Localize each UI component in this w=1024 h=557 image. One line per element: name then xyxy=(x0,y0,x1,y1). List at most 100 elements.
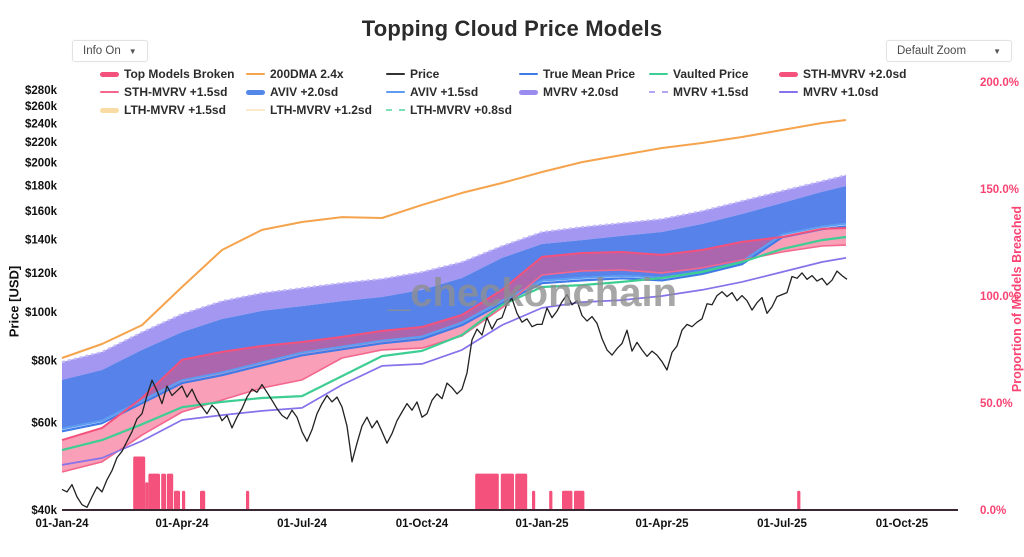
legend-item-mvrv-1-5sd[interactable]: MVRV +1.5sd xyxy=(649,85,779,99)
legend-swatch-icon xyxy=(519,89,538,95)
bar-top-models-broken xyxy=(145,482,149,510)
legend-swatch-icon xyxy=(246,72,265,76)
bar-top-models-broken xyxy=(532,490,536,510)
y-left-tick-label: $140k xyxy=(25,235,58,247)
legend-row: STH-MVRV +1.5sd AVIV +2.0sd AVIV +1.5sd MVR… xyxy=(100,83,919,101)
chevron-down-icon: ▼ xyxy=(993,46,1001,56)
y-left-tick-label: $200k xyxy=(25,158,58,170)
line-mvrv-1.0sd xyxy=(61,257,847,466)
legend-label: Price xyxy=(410,67,440,81)
line-mvrv-1.5sd xyxy=(61,174,847,363)
page-title: Topping Cloud Price Models xyxy=(361,16,663,41)
bar-top-models-broken xyxy=(549,490,553,510)
x-tick-label: 01-Jan-24 xyxy=(35,518,89,530)
watermark: _checkonchain xyxy=(388,271,678,315)
legend-item-sth-mvrv-2-0sd[interactable]: STH-MVRV +2.0sd xyxy=(779,67,919,81)
y-axis-title-left: Price [USD] xyxy=(6,265,22,338)
chevron-down-icon: ▼ xyxy=(128,46,137,56)
legend-item-mvrv-2-0sd[interactable]: MVRV +2.0sd xyxy=(519,85,649,99)
legend-label: LTH-MVRV +0.8sd xyxy=(410,103,512,117)
legend-swatch-icon xyxy=(779,71,798,77)
y-left-tick-label: $120k xyxy=(25,268,58,280)
legend-item-lth-mvrv-1-5sd[interactable]: LTH-MVRV +1.5sd xyxy=(100,103,246,117)
legend-item-mvrv-1-0sd[interactable]: MVRV +1.0sd xyxy=(779,85,919,99)
x-tick-label: 01-Oct-25 xyxy=(876,518,929,530)
legend-label: MVRV +1.0sd xyxy=(803,85,879,99)
band-aviv-2.0sd-band xyxy=(62,186,846,428)
legend-swatch-icon xyxy=(100,107,119,113)
legend-label: Vaulted Price xyxy=(673,67,749,81)
y-left-tick-label: $80k xyxy=(31,355,57,367)
bar-top-models-broken xyxy=(515,473,528,510)
legend-item-top-models-broken[interactable]: Top Models Broken xyxy=(100,67,246,81)
x-tick-label: 01-Jan-25 xyxy=(515,518,569,530)
legend-swatch-icon xyxy=(779,90,798,94)
bar-top-models-broken xyxy=(475,473,499,510)
line-true-mean-price xyxy=(61,225,847,433)
legend-item-lth-mvrv-1-2sd[interactable]: LTH-MVRV +1.2sd xyxy=(246,103,386,117)
bar-top-models-broken xyxy=(562,490,573,510)
legend-label: LTH-MVRV +1.2sd xyxy=(270,103,372,117)
info-toggle-button[interactable]: Info On ▼ xyxy=(72,40,148,62)
bar-top-models-broken xyxy=(500,473,514,510)
y-left-tick-label: $40k xyxy=(31,505,57,517)
x-tick-label: 01-Jul-24 xyxy=(277,518,327,530)
bar-top-models-broken xyxy=(161,473,166,510)
line-sth-mvrv-2.0sd xyxy=(61,227,847,442)
y-left-tick-label: $260k xyxy=(25,101,58,113)
y-right-tick-label: 100.0% xyxy=(980,291,1019,303)
bar-top-models-broken xyxy=(182,490,186,510)
bar-top-models-broken xyxy=(574,490,585,510)
legend-swatch-icon xyxy=(100,71,119,77)
band-mvrv-2.0sd-band xyxy=(62,175,846,380)
legend-label: STH-MVRV +2.0sd xyxy=(803,67,907,81)
legend-item-lth-mvrv-0-8sd[interactable]: LTH-MVRV +0.8sd xyxy=(386,103,519,117)
line-200dma-2.4x xyxy=(61,119,847,359)
chart-legend: Top Models Broken 200DMA 2.4x Price True Me… xyxy=(100,65,919,119)
line-price xyxy=(61,270,848,508)
legend-item-aviv-1-5sd[interactable]: AVIV +1.5sd xyxy=(386,85,519,99)
legend-swatch-icon xyxy=(246,89,265,95)
x-tick-label: 01-Jul-25 xyxy=(757,518,807,530)
y-right-tick-label: 50.0% xyxy=(980,398,1013,410)
legend-label: Top Models Broken xyxy=(124,67,235,81)
bar-top-models-broken xyxy=(797,490,801,510)
y-axis-title-right: Proportion of Models Breached xyxy=(1010,205,1024,393)
y-left-tick-label: $60k xyxy=(31,417,57,429)
legend-item-vaulted-price[interactable]: Vaulted Price xyxy=(649,67,779,81)
y-left-tick-label: $160k xyxy=(25,206,58,218)
legend-swatch-icon xyxy=(386,90,405,94)
legend-label: LTH-MVRV +1.5sd xyxy=(124,103,226,117)
legend-label: MVRV +2.0sd xyxy=(543,85,619,99)
y-left-tick-label: $220k xyxy=(25,137,58,149)
band-sth-mvrv-band xyxy=(62,228,846,472)
y-left-tick-label: $180k xyxy=(25,180,58,192)
zoom-preset-button[interactable]: Default Zoom ▼ xyxy=(886,40,1012,62)
bar-top-models-broken xyxy=(148,473,160,510)
bar-top-models-broken xyxy=(246,490,250,510)
info-toggle-label: Info On xyxy=(83,45,121,57)
bar-top-models-broken xyxy=(133,456,146,510)
legend-swatch-icon xyxy=(386,72,405,76)
x-tick-label: 01-Apr-25 xyxy=(635,518,689,530)
legend-item-price[interactable]: Price xyxy=(386,67,519,81)
y-left-tick-label: $100k xyxy=(25,307,58,319)
y-left-tick-label: $280k xyxy=(25,85,58,97)
legend-swatch-icon xyxy=(386,109,405,111)
x-tick-label: 01-Oct-24 xyxy=(396,518,449,530)
legend-item-200dma-2-4x[interactable]: 200DMA 2.4x xyxy=(246,67,386,81)
legend-swatch-icon xyxy=(100,90,119,94)
y-right-tick-label: 0.0% xyxy=(980,505,1006,517)
legend-label: True Mean Price xyxy=(543,67,636,81)
legend-label: AVIV +2.0sd xyxy=(270,85,339,99)
legend-item-aviv-2-0sd[interactable]: AVIV +2.0sd xyxy=(246,85,386,99)
legend-item-true-mean-price[interactable]: True Mean Price xyxy=(519,67,649,81)
legend-item-sth-mvrv-1-5sd[interactable]: STH-MVRV +1.5sd xyxy=(100,85,246,99)
bar-top-models-broken xyxy=(166,473,174,510)
y-left-tick-label: $240k xyxy=(25,118,58,130)
y-right-tick-label: 150.0% xyxy=(980,184,1019,196)
legend-label: STH-MVRV +1.5sd xyxy=(124,85,228,99)
legend-swatch-icon xyxy=(246,108,265,112)
